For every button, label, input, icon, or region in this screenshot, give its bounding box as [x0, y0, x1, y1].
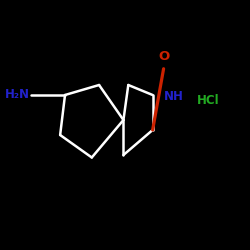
Text: H₂N: H₂N	[5, 88, 30, 102]
Text: NH: NH	[164, 90, 184, 103]
Text: HCl: HCl	[196, 94, 219, 106]
Text: O: O	[158, 50, 169, 62]
